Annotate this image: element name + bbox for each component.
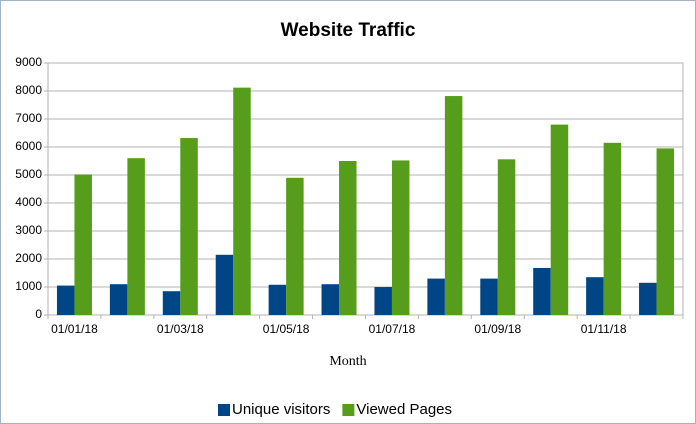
bar <box>162 291 181 315</box>
y-tick-label: 2000 <box>15 251 42 265</box>
legend-label: Viewed Pages <box>356 401 452 418</box>
bar <box>427 278 445 315</box>
bar <box>533 267 551 315</box>
legend-label: Unique visitors <box>232 401 330 418</box>
legend-swatch <box>218 404 230 416</box>
y-tick-label: 0 <box>35 307 42 321</box>
bar <box>321 284 340 315</box>
plot-area <box>47 62 684 316</box>
bar <box>480 278 498 315</box>
bar <box>74 174 92 315</box>
y-tick-label: 9000 <box>15 55 42 69</box>
y-tick-label: 5000 <box>15 167 42 181</box>
x-axis-title: Month <box>329 354 366 369</box>
x-tick-label: 01/03/18 <box>157 322 204 336</box>
bar <box>127 158 145 315</box>
legend: Unique visitors Viewed Pages <box>218 401 452 418</box>
bar <box>374 287 392 315</box>
bar <box>444 96 463 315</box>
bar <box>497 159 516 315</box>
bar <box>56 285 75 315</box>
bar <box>109 284 128 315</box>
x-tick-label: 01/07/18 <box>369 322 416 336</box>
bar <box>180 138 198 315</box>
bar <box>586 277 604 315</box>
x-tick-label: 01/09/18 <box>474 322 521 336</box>
x-tick-label: 01/05/18 <box>263 322 310 336</box>
y-tick-label: 3000 <box>15 223 42 237</box>
y-tick-label: 7000 <box>15 111 42 125</box>
bar <box>603 142 622 315</box>
x-tick-label: 01/01/18 <box>51 322 98 336</box>
legend-swatch <box>342 404 355 416</box>
y-tick-label: 1000 <box>15 279 42 293</box>
bar <box>215 254 234 315</box>
y-tick-label: 6000 <box>15 139 42 153</box>
bar <box>550 124 569 315</box>
bar <box>268 284 287 315</box>
x-tick-label: 01/11/18 <box>581 322 627 336</box>
y-tick-label: 4000 <box>15 195 42 209</box>
bar <box>391 160 410 315</box>
bar <box>339 161 357 315</box>
y-tick-label: 8000 <box>15 83 42 97</box>
bar <box>286 177 304 315</box>
chart-title: Website Traffic <box>281 20 416 41</box>
bar <box>639 282 657 315</box>
bar <box>233 87 251 315</box>
bar <box>656 148 675 315</box>
